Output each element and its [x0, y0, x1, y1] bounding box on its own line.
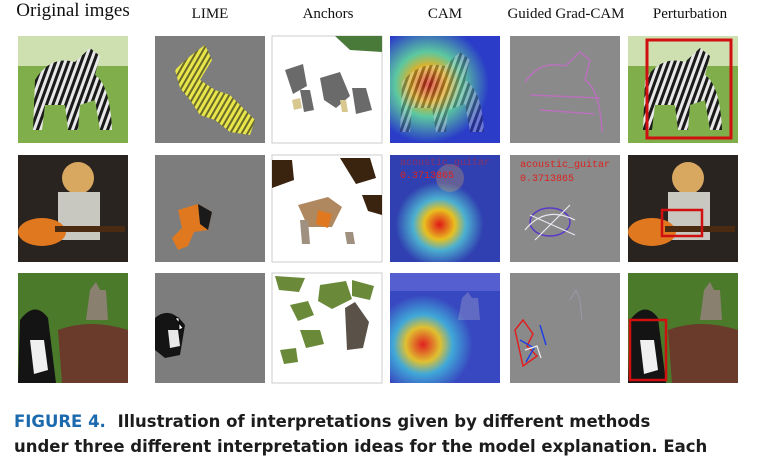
- column-header: Anchors: [303, 6, 354, 22]
- original-image: [18, 273, 128, 383]
- lime-map: [155, 273, 265, 383]
- lime-map: [155, 155, 265, 262]
- overlay-score: 0.3713865: [520, 174, 574, 185]
- anchors-map: [271, 154, 383, 263]
- overlay-label: acoustic_guitar: [400, 157, 490, 169]
- guided-grad-cam-map: [510, 36, 620, 143]
- column-headers: Original imges LIME Anchors CAM Guided G…: [16, 0, 727, 22]
- column-header: Original imges: [16, 0, 129, 21]
- caption-text: Illustration of interpretations given by…: [118, 412, 651, 431]
- caption-label: FIGURE 4.: [14, 412, 106, 431]
- lime-map: [155, 36, 265, 143]
- column-header: CAM: [428, 6, 462, 22]
- overlay-label: acoustic_guitar: [520, 159, 610, 171]
- column-header: Perturbation: [653, 6, 728, 22]
- original-image: [18, 36, 128, 143]
- anchors-map: [271, 35, 383, 144]
- row-dog-cat: [18, 272, 738, 384]
- cam-map: [390, 36, 500, 143]
- caption-line: FIGURE 4. Illustration of interpretation…: [14, 412, 650, 431]
- original-image: [18, 155, 128, 262]
- row-dog-guitar: acoustic_guitar 0.3713865 acoustic_guita…: [18, 154, 738, 263]
- row-zebra: [18, 35, 738, 144]
- cam-map: [390, 273, 500, 383]
- guided-grad-cam-map: [510, 273, 620, 383]
- perturbation-map: [628, 36, 738, 143]
- perturbation-map: [628, 273, 738, 383]
- caption: FIGURE 4. Illustration of interpretation…: [14, 412, 707, 456]
- perturbation-map: [628, 155, 738, 262]
- column-header: Guided Grad-CAM: [507, 6, 624, 22]
- column-header: LIME: [192, 6, 229, 22]
- caption-line: under three different interpretation ide…: [14, 437, 707, 456]
- cam-map: acoustic_guitar 0.3713865: [390, 155, 500, 262]
- overlay-score: 0.3713865: [400, 171, 454, 182]
- guided-grad-cam-map: acoustic_guitar 0.3713865: [510, 155, 620, 262]
- anchors-map: [271, 272, 383, 384]
